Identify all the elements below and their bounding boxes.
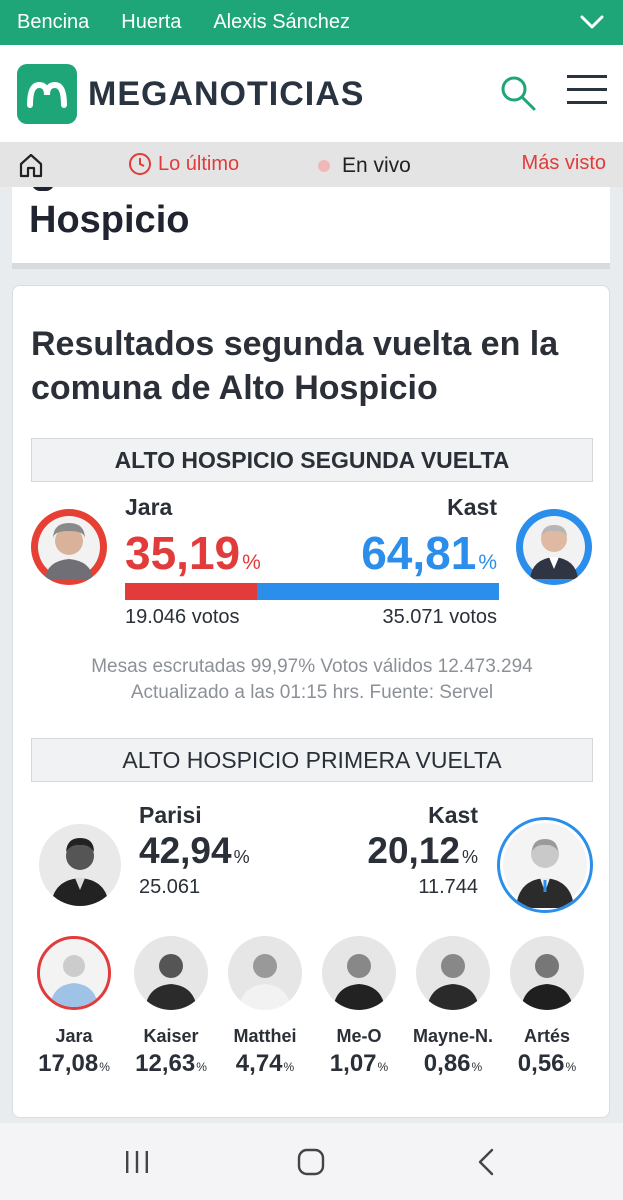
avatar-kast-first-round: [497, 817, 593, 913]
search-icon[interactable]: [498, 73, 538, 113]
percent-symbol: %: [565, 1060, 577, 1074]
other-candidate-percent: 12,63%: [124, 1050, 218, 1078]
percent-value: 0,56: [517, 1050, 565, 1077]
trending-bar: Bencina Huerta Alexis Sánchez: [0, 0, 623, 45]
avatar-matthei: [228, 936, 302, 1010]
other-candidate-name: Mayne-N.: [412, 1026, 493, 1046]
trending-tag-alexis-sanchez[interactable]: Alexis Sánchez: [213, 11, 351, 33]
recent-apps-icon[interactable]: [122, 1147, 152, 1177]
election-results-card: Resultados segunda vuelta en la comuna d…: [12, 285, 610, 1118]
divider: [12, 263, 610, 269]
first-round-second-percent: 20,12%: [367, 830, 478, 872]
live-dot-icon: [318, 160, 330, 172]
back-icon[interactable]: [472, 1147, 502, 1177]
percent-value: 17,08: [38, 1050, 99, 1077]
avatar-jara-small: [37, 936, 111, 1010]
second-round-right-votes: 35.071 votos: [382, 606, 497, 628]
percent-symbol: %: [461, 847, 478, 867]
other-candidate-name: Kaiser: [143, 1026, 199, 1046]
nav-live[interactable]: En vivo: [318, 154, 411, 178]
other-candidate-percent: 1,07%: [312, 1050, 406, 1078]
system-navigation-bar: [0, 1123, 623, 1200]
hamburger-menu-icon[interactable]: [566, 73, 608, 107]
other-candidate-name: Matthei: [233, 1026, 297, 1046]
section-nav: Lo último En vivo Más visto: [0, 142, 623, 187]
trending-tag-bencina[interactable]: Bencina: [17, 11, 90, 33]
results-meta-updated: Actualizado a las 01:15 hrs. Fuente: Ser…: [130, 682, 494, 703]
nav-latest[interactable]: Lo último: [128, 152, 239, 176]
site-header: MEGANOTICIAS: [0, 45, 623, 142]
second-percent-value: 20,12: [367, 830, 460, 871]
first-round-heading: ALTO HOSPICIO PRIMERA VUELTA: [31, 738, 593, 782]
second-round-left-name: Jara: [125, 494, 173, 520]
percent-symbol: %: [99, 1060, 110, 1074]
percent-symbol: %: [478, 551, 497, 574]
home-icon[interactable]: [18, 152, 44, 178]
nav-live-label: En vivo: [342, 154, 411, 177]
vote-share-bar: [125, 583, 499, 600]
other-candidate-percent: 0,56%: [500, 1050, 594, 1078]
percent-symbol: %: [471, 1060, 483, 1074]
first-round-second-votes: 11.744: [418, 876, 478, 898]
first-percent-value: 42,94: [139, 830, 232, 871]
percent-value: 1,07: [329, 1050, 377, 1077]
percent-symbol: %: [233, 847, 250, 867]
percent-value: 12,63: [135, 1050, 196, 1077]
first-round-second-name: Kast: [428, 802, 478, 828]
brand-logo-icon[interactable]: [17, 64, 77, 124]
nav-latest-label: Lo último: [158, 152, 240, 175]
nav-most-viewed[interactable]: Más visto: [521, 152, 606, 174]
brand-wordmark[interactable]: MEGANOTICIAS: [88, 75, 365, 113]
results-meta-counted: Mesas escrutadas 99,97% Votos válidos 12…: [91, 656, 533, 677]
chevron-down-icon[interactable]: [579, 10, 605, 34]
article-headline-card: Hospicio: [12, 187, 610, 263]
right-percent-value: 64,81: [361, 527, 477, 579]
left-percent-value: 35,19: [125, 527, 241, 579]
headline-cropped-glyph: [32, 187, 54, 191]
avatar-kast: [516, 509, 592, 585]
percent-value: 0,86: [423, 1050, 471, 1077]
percent-symbol: %: [283, 1060, 295, 1074]
first-round-first-name: Parisi: [139, 802, 202, 828]
second-round-right-name: Kast: [447, 494, 497, 520]
avatar-artes: [510, 936, 584, 1010]
percent-symbol: %: [242, 551, 261, 574]
first-round-first-percent: 42,94%: [139, 830, 250, 872]
second-round-left-votes: 19.046 votos: [125, 606, 240, 628]
other-candidate-name: Jara: [55, 1026, 93, 1046]
percent-value: 4,74: [235, 1050, 283, 1077]
other-candidate-name: Artés: [523, 1026, 571, 1046]
trending-tag-huerta[interactable]: Huerta: [121, 11, 182, 33]
article-headline: Hospicio: [29, 199, 190, 241]
vote-share-left-fill: [125, 583, 257, 600]
percent-symbol: %: [196, 1060, 207, 1074]
percent-symbol: %: [377, 1060, 389, 1074]
results-title: Resultados segunda vuelta en la comuna d…: [31, 325, 559, 407]
avatar-me-o: [322, 936, 396, 1010]
avatar-mayne-nicholls: [416, 936, 490, 1010]
second-round-left-percent: 35,19%: [125, 528, 261, 588]
avatar-kaiser: [134, 936, 208, 1010]
first-round-first-votes: 25.061: [139, 876, 201, 898]
other-candidate-name: Me-O: [336, 1026, 382, 1046]
clock-icon: [129, 153, 151, 175]
other-candidate-percent: 4,74%: [218, 1050, 312, 1078]
other-candidate-percent: 0,86%: [406, 1050, 500, 1078]
home-button-icon[interactable]: [296, 1147, 326, 1177]
avatar-parisi: [39, 824, 121, 906]
avatar-jara: [31, 509, 107, 585]
other-candidate-percent: 17,08%: [27, 1050, 121, 1078]
second-round-right-percent: 64,81%: [361, 528, 497, 588]
second-round-heading: ALTO HOSPICIO SEGUNDA VUELTA: [31, 438, 593, 482]
